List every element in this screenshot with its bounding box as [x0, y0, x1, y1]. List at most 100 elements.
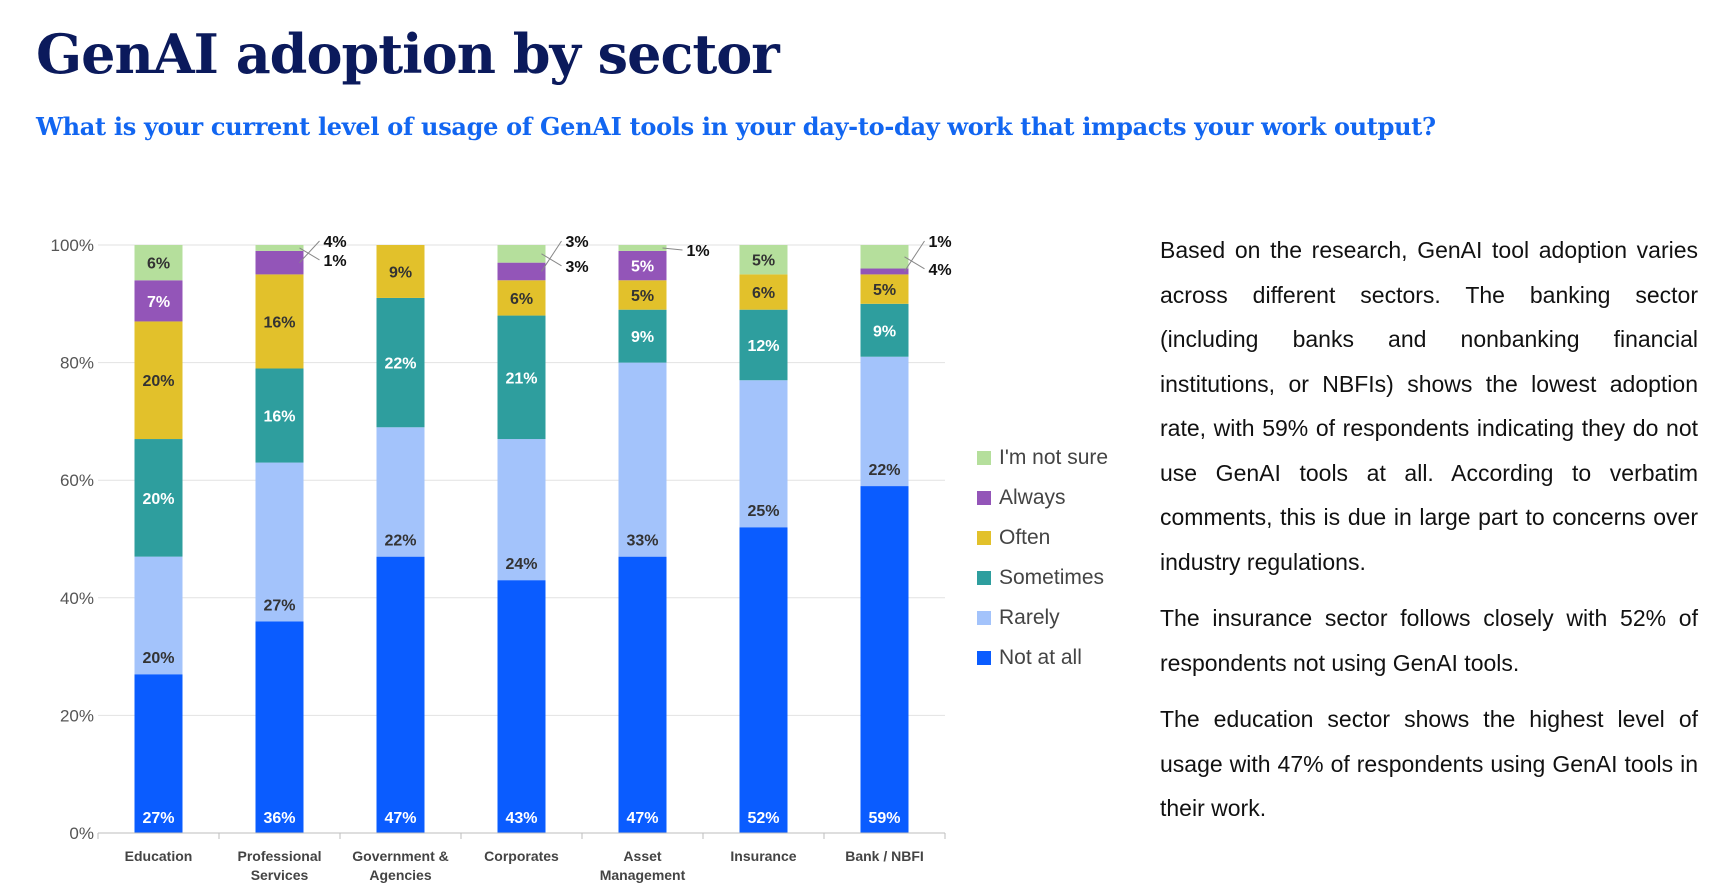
bar-segment-bank-nbfi-often [860, 274, 909, 304]
data-label: 21% [505, 370, 537, 387]
data-label: 22% [384, 356, 416, 373]
bar-segment-insurance-not-at-all [739, 527, 788, 833]
bar-segment-professional-services-rarely [255, 462, 304, 622]
data-label: 16% [263, 314, 295, 331]
bar-segment-professional-services-often [255, 274, 304, 369]
data-label: 1% [687, 243, 710, 260]
data-label: 9% [873, 323, 896, 340]
y-tick-label: 20% [60, 706, 94, 725]
bar-segment-insurance-rarely [739, 380, 788, 528]
data-label: 22% [384, 533, 416, 550]
data-label: 9% [389, 264, 412, 281]
data-label: 59% [868, 810, 900, 827]
bar-segment-education-always [134, 280, 183, 322]
legend-swatch-i-m-not-sure [977, 451, 991, 465]
bar-segment-government-agencies-sometimes [376, 297, 425, 428]
data-label: 3% [566, 234, 589, 251]
data-label: 9% [631, 329, 654, 346]
x-tick-label: Asset Management [600, 848, 686, 883]
x-tick-label: Professional Services [237, 848, 321, 883]
data-label: 47% [384, 810, 416, 827]
bar-segment-asset-management-always [618, 250, 667, 281]
data-label: 7% [147, 294, 170, 311]
data-label: 12% [747, 338, 779, 355]
data-label: 22% [868, 462, 900, 479]
data-label: 6% [510, 291, 533, 308]
y-tick-label: 100% [51, 236, 94, 255]
bar-segment-education-often [134, 321, 183, 440]
data-label: 1% [929, 234, 952, 251]
bar-segment-corporates-often [497, 280, 546, 316]
bar-segment-professional-services-i-m-not-sure [255, 245, 304, 251]
commentary-paragraph-1: Based on the research, GenAI tool adopti… [1160, 237, 1698, 575]
y-tick-label: 60% [60, 471, 94, 490]
data-label: 16% [263, 409, 295, 426]
bar-segment-corporates-always [497, 262, 546, 281]
data-label: 20% [142, 650, 174, 667]
x-tick-label: Insurance [730, 848, 796, 864]
y-tick-label: 80% [60, 354, 94, 373]
bar-segment-professional-services-not-at-all [255, 621, 304, 833]
bar-segment-corporates-not-at-all [497, 580, 546, 833]
bar-segment-corporates-rarely [497, 439, 546, 581]
bar-segment-asset-management-not-at-all [618, 556, 667, 833]
page-title: GenAI adoption by sector [36, 22, 780, 86]
bar-segment-bank-nbfi-rarely [860, 356, 909, 487]
legend-swatch-often [977, 531, 991, 545]
legend-swatch-always [977, 491, 991, 505]
bar-segment-bank-nbfi-always [860, 268, 909, 275]
callout-line [662, 247, 683, 251]
y-tick-label: 40% [60, 589, 94, 608]
callout-line [541, 240, 562, 272]
legend-label-often: Often [999, 526, 1050, 549]
page-subtitle: What is your current level of usage of G… [36, 112, 1436, 141]
data-label: 20% [142, 373, 174, 390]
bar-segment-government-agencies-rarely [376, 427, 425, 557]
bar-segment-asset-management-often [618, 280, 667, 310]
data-label: 4% [929, 262, 952, 279]
bar-segment-bank-nbfi-i-m-not-sure [860, 245, 909, 269]
data-label: 3% [566, 259, 589, 276]
legend-swatch-sometimes [977, 571, 991, 585]
legend-label-not-at-all: Not at all [999, 646, 1082, 669]
legend-label-rarely: Rarely [999, 606, 1060, 629]
bar-segment-insurance-sometimes [739, 309, 788, 381]
bar-segment-bank-nbfi-sometimes [860, 303, 909, 357]
data-label: 47% [626, 810, 658, 827]
data-label: 36% [263, 810, 295, 827]
data-label: 5% [752, 253, 775, 270]
bar-segment-professional-services-sometimes [255, 368, 304, 463]
commentary-text: Based on the research, GenAI tool adopti… [1160, 228, 1698, 843]
callout-line [299, 240, 320, 263]
data-label: 27% [263, 597, 295, 614]
data-label: 5% [631, 259, 654, 276]
legend-swatch-rarely [977, 611, 991, 625]
bar-segment-asset-management-i-m-not-sure [618, 245, 667, 251]
legend-swatch-not-at-all [977, 651, 991, 665]
commentary-paragraph-2: The insurance sector follows closely wit… [1160, 605, 1698, 676]
x-tick-label: Corporates [484, 848, 559, 864]
legend-label-sometimes: Sometimes [999, 566, 1104, 589]
bar-segment-asset-management-rarely [618, 362, 667, 557]
bar-segment-bank-nbfi-not-at-all [860, 486, 909, 833]
callout-line [299, 247, 320, 261]
bar-segment-education-rarely [134, 556, 183, 675]
data-label: 6% [752, 285, 775, 302]
data-label: 27% [142, 810, 174, 827]
x-tick-label: Government & Agencies [352, 848, 448, 883]
x-tick-label: Bank / NBFI [845, 848, 924, 864]
bar-segment-asset-management-sometimes [618, 309, 667, 363]
data-label: 5% [631, 288, 654, 305]
data-label: 4% [324, 234, 347, 251]
callout-line [541, 253, 562, 267]
data-label: 43% [505, 810, 537, 827]
data-label: 52% [747, 810, 779, 827]
legend-label-always: Always [999, 486, 1066, 509]
data-label: 5% [873, 282, 896, 299]
data-label: 24% [505, 556, 537, 573]
data-label: 25% [747, 503, 779, 520]
bar-segment-corporates-sometimes [497, 315, 546, 440]
data-label: 1% [324, 253, 347, 270]
bar-segment-professional-services-always [255, 250, 304, 275]
bar-segment-government-agencies-often [376, 245, 425, 298]
